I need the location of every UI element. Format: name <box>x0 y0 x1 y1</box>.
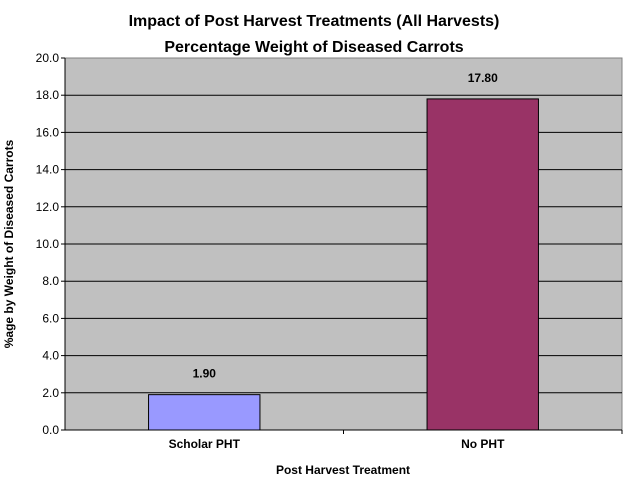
y-tick-label: 10.0 <box>36 237 60 251</box>
y-tick-label: 12.0 <box>36 200 60 214</box>
y-tick-label: 18.0 <box>36 88 60 102</box>
bar-scholar-pht <box>148 394 261 431</box>
x-category-label: Scholar PHT <box>169 437 241 451</box>
y-tick-label: 8.0 <box>42 274 59 288</box>
y-axis-title: %age by Weight of Diseased Carrots <box>2 139 16 348</box>
y-tick-label: 20.0 <box>36 51 60 65</box>
y-tick-label: 2.0 <box>42 386 59 400</box>
bar-no-pht <box>426 98 539 431</box>
y-tick-label: 6.0 <box>42 311 59 325</box>
bar-data-labels: 1.90 17.80 <box>193 71 499 381</box>
chart-title-line2: Percentage Weight of Diseased Carrots <box>164 39 463 56</box>
y-tick-label: 16.0 <box>36 125 60 139</box>
x-axis-categories: Scholar PHT No PHT <box>169 430 623 451</box>
y-tick-label: 4.0 <box>42 349 59 363</box>
x-category-label: No PHT <box>461 437 505 451</box>
y-tick-label: 0.0 <box>42 423 59 437</box>
bars <box>148 98 539 431</box>
bar-data-label: 17.80 <box>468 71 498 85</box>
y-tick-label: 14.0 <box>36 163 60 177</box>
chart-title-line1: Impact of Post Harvest Treatments (All H… <box>129 13 500 30</box>
y-axis-ticks: 0.0 2.0 4.0 6.0 8.0 10.0 12.0 14.0 16.0 18.0 20.0 <box>36 51 65 437</box>
x-axis-title: Post Harvest Treatment <box>276 463 410 477</box>
bar-data-label: 1.90 <box>193 367 217 381</box>
